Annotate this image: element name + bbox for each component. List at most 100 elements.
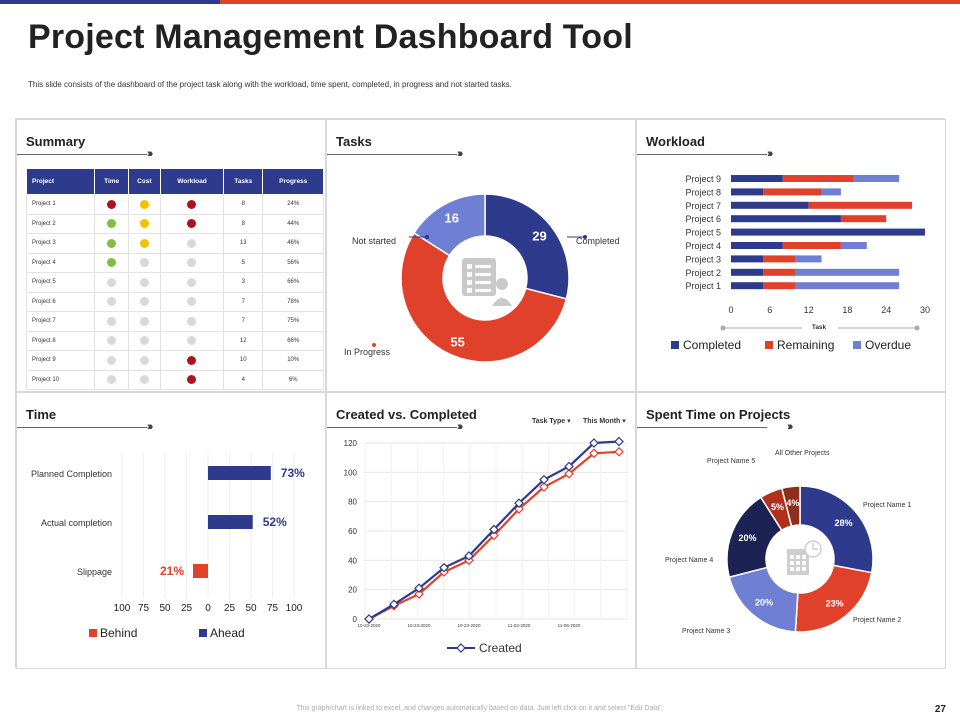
axis-slider-dot [914, 325, 920, 331]
line-point-created [514, 498, 524, 508]
workload-bar-completed [731, 215, 841, 223]
task-type-filter[interactable]: Task Type ▾ [532, 418, 571, 425]
status-dot-cell [159, 330, 225, 351]
leader-dot [372, 343, 376, 347]
workload-bar-remaining [763, 282, 796, 290]
tasks-title: Tasks [336, 134, 372, 149]
status-dot-icon [187, 316, 197, 326]
leader-dot [425, 235, 429, 239]
workload-bar-completed [731, 268, 764, 276]
time-category-label: Slippage [77, 567, 112, 577]
status-dot-cell [127, 311, 161, 332]
time-bar-ahead [208, 466, 271, 480]
label-in-progress: In Progress [344, 347, 391, 357]
summary-col-header: Cost [127, 168, 161, 195]
table-cell: 12 [223, 330, 264, 351]
status-dot-icon [187, 258, 197, 268]
workload-title: Workload [646, 134, 705, 149]
status-dot-icon [187, 297, 197, 307]
legend-swatch [89, 629, 97, 637]
status-dot-cell [127, 350, 161, 371]
workload-bar-remaining [763, 255, 796, 263]
time-data-label: 52% [263, 515, 287, 529]
summary-panel[interactable]: Summary ››››› Project Time Cost Workload Tas… [16, 119, 326, 392]
status-dot-cell [127, 194, 161, 215]
x-tick-label: 10-23-2020 [457, 623, 481, 628]
line-point-created [564, 461, 574, 472]
spent-panel[interactable]: Spent Time on Projects ››››› 28% 23% 20% 20… [636, 392, 946, 669]
table-cell: Project 10 [25, 369, 96, 390]
status-dot-icon [107, 199, 117, 209]
status-dot-cell [94, 311, 129, 332]
status-dot-cell [94, 213, 129, 234]
status-dot-cell [127, 233, 161, 254]
spent-title: Spent Time on Projects [646, 407, 791, 422]
table-cell: 46% [262, 233, 324, 254]
summary-col-header: Workload [159, 168, 225, 195]
time-bar-behind [193, 564, 208, 578]
line-point-created [414, 583, 424, 594]
workload-tick-label: 24 [881, 305, 891, 315]
status-dot-cell [159, 369, 225, 390]
status-dot-cell [94, 272, 129, 293]
label-project-name-4: Project Name 4 [665, 557, 714, 564]
line-point-created [439, 562, 449, 573]
status-dot-icon [139, 355, 149, 365]
table-row: Project 3 13 46% [25, 233, 324, 254]
y-tick-label: 100 [344, 468, 358, 477]
workload-category-label: Project 8 [685, 187, 721, 197]
legend-label: Ahead [210, 626, 245, 640]
legend-label: Created [479, 641, 522, 655]
line-point-completed [489, 530, 499, 541]
workload-axis-title: Task [812, 324, 827, 331]
time-tick-label: 25 [181, 603, 193, 614]
status-dot-cell [159, 291, 225, 312]
status-dot-cell [127, 272, 161, 293]
table-cell: 5 [223, 252, 264, 273]
status-dot-icon [187, 238, 197, 248]
workload-bar-overdue [821, 188, 841, 196]
workload-bar-completed [731, 282, 764, 290]
spent-value-label: 5% [771, 502, 784, 512]
status-dot-icon [107, 219, 117, 229]
table-cell: 8 [223, 194, 264, 215]
table-cell: 6% [262, 369, 324, 390]
this-month-filter[interactable]: This Month ▾ [583, 418, 626, 425]
workload-bar-overdue [853, 175, 900, 182]
status-dot-icon [139, 297, 149, 307]
status-dot-icon [139, 199, 149, 209]
table-cell: Project 6 [25, 291, 96, 312]
table-row: Project 1 8 24% [25, 194, 324, 215]
created-line-chart: 0 20 40 60 80 100 120 10-23-2020 10-23-2020 10-23… [344, 436, 628, 655]
status-dot-icon [107, 316, 117, 326]
created-panel[interactable]: Created vs. Completed ››››› Task Type ▾ … [326, 392, 636, 669]
donut-slice-not-started [413, 193, 486, 257]
table-row: Project 6 7 78% [25, 291, 324, 312]
status-dot-cell [127, 330, 161, 351]
time-category-label: Actual completion [41, 518, 112, 528]
workload-panel[interactable]: Workload ››››› Project 1 Project 2 Project… [636, 119, 946, 392]
workload-tick-label: 6 [767, 305, 772, 315]
legend-swatch [199, 629, 207, 637]
status-dot-icon [139, 375, 149, 385]
summary-col-header: Progress [262, 168, 324, 195]
status-dot-icon [107, 297, 117, 307]
summary-col-header: Project [25, 168, 96, 195]
time-panel[interactable]: Time ››››› Planned Completion 73% Actual c… [16, 392, 326, 669]
status-dot-icon [187, 199, 197, 209]
status-dot-icon [107, 355, 117, 365]
line-point-created [589, 438, 599, 448]
workload-category-label: Project 9 [685, 174, 721, 184]
label-completed: Completed [576, 236, 620, 246]
workload-bar-remaining [782, 242, 841, 249]
table-row: Project 7 7 75% [25, 311, 324, 332]
time-tick-label: 0 [205, 603, 211, 614]
page-number: 27 [934, 704, 946, 715]
legend-swatch [765, 341, 773, 349]
table-cell: 75% [262, 311, 324, 332]
tasks-panel[interactable]: Tasks ››››› 29 55 16 Not started Completed… [326, 119, 636, 392]
status-dot-cell [94, 291, 129, 312]
status-dot-icon [187, 355, 197, 365]
axis-slider-dot [720, 325, 726, 331]
donut-value-label: 55 [450, 334, 464, 349]
